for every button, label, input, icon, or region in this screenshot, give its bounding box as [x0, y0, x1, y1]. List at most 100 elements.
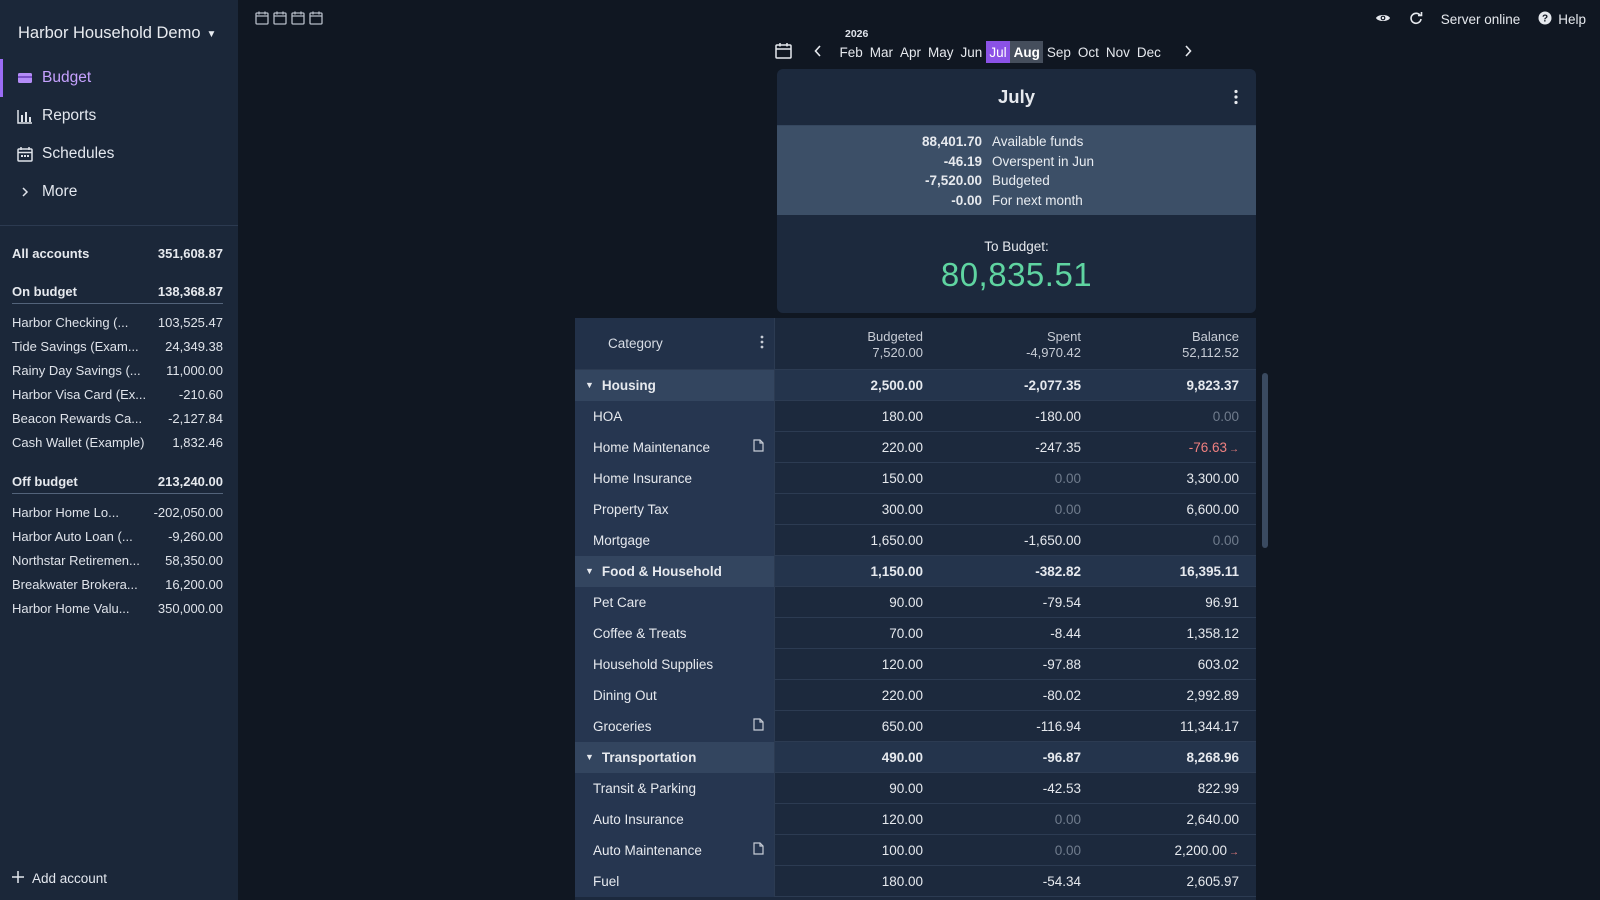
account-row[interactable]: Rainy Day Savings (... 11,000.00 — [12, 358, 223, 382]
account-row[interactable]: Cash Wallet (Example) 1,832.46 — [12, 430, 223, 454]
category-cell[interactable]: Home Insurance — [575, 462, 775, 494]
budgeted-cell[interactable]: 70.00 — [889, 625, 923, 641]
account-row[interactable]: Harbor Checking (... 103,525.47 — [12, 310, 223, 334]
balance-cell[interactable]: 0.00 — [1091, 533, 1249, 548]
category-cell[interactable]: Coffee & Treats — [575, 617, 775, 649]
balance-cell[interactable]: 0.00 — [1091, 409, 1249, 424]
calendar-icon[interactable] — [273, 11, 287, 25]
balance-cell[interactable]: 11,344.17 — [1091, 719, 1249, 734]
budgeted-cell[interactable]: 120.00 — [881, 811, 923, 827]
account-row[interactable]: Harbor Visa Card (Ex... -210.60 — [12, 382, 223, 406]
budgeted-cell[interactable]: 100.00 — [881, 842, 923, 858]
balance-cell[interactable]: 16,395.11 — [1091, 564, 1249, 579]
caret-down-icon[interactable]: ▼ — [585, 752, 594, 762]
balance-cell[interactable]: 2,992.89 — [1091, 688, 1249, 703]
all-accounts-row[interactable]: All accounts 351,608.87 — [12, 241, 223, 265]
budgeted-cell[interactable]: 90.00 — [889, 594, 923, 610]
caret-down-icon[interactable]: ▼ — [585, 380, 594, 390]
spent-cell[interactable]: 0.00 — [1054, 811, 1081, 827]
off-budget-row[interactable]: Off budget 213,240.00 — [12, 470, 223, 494]
category-cell[interactable]: Groceries — [575, 710, 775, 742]
balance-cell[interactable]: 1,358.12 — [1091, 626, 1249, 641]
sidebar-item-more[interactable]: More — [0, 173, 238, 211]
budgeted-cell[interactable]: 490.00 — [881, 749, 923, 765]
balance-cell[interactable]: 603.02 — [1091, 657, 1249, 672]
category-cell[interactable]: Home Maintenance — [575, 431, 775, 463]
month-dec[interactable]: Dec — [1136, 44, 1161, 60]
month-jul[interactable]: Jul — [985, 41, 1011, 63]
calendar-icon[interactable] — [291, 11, 305, 25]
category-cell[interactable]: Property Tax — [575, 493, 775, 525]
calendar-icon[interactable] — [255, 11, 269, 25]
spent-cell[interactable]: -8.44 — [1050, 625, 1081, 641]
balance-cell[interactable]: 2,200.00 → — [1091, 843, 1249, 858]
note-icon[interactable] — [753, 842, 764, 858]
account-row[interactable]: Harbor Auto Loan (... -9,260.00 — [12, 524, 223, 548]
month-nov[interactable]: Nov — [1105, 44, 1130, 60]
note-icon[interactable] — [753, 718, 764, 734]
spent-cell[interactable]: -116.94 — [1036, 718, 1081, 734]
spent-cell[interactable]: -80.02 — [1042, 687, 1081, 703]
budgeted-cell[interactable]: 220.00 — [881, 687, 923, 703]
balance-cell[interactable]: 9,823.37 — [1091, 378, 1249, 393]
category-cell[interactable]: Auto Insurance — [575, 803, 775, 835]
spent-cell[interactable]: 0.00 — [1054, 501, 1081, 517]
previous-month-button[interactable] — [808, 41, 828, 63]
category-cell[interactable]: Auto Maintenance — [575, 834, 775, 866]
spent-cell[interactable]: -247.35 — [1035, 439, 1081, 455]
month-sep[interactable]: Sep — [1046, 44, 1071, 60]
server-status[interactable]: Server online — [1441, 12, 1521, 27]
sidebar-item-reports[interactable]: Reports — [0, 97, 238, 135]
budgeted-cell[interactable]: 90.00 — [889, 780, 923, 796]
month-oct[interactable]: Oct — [1077, 44, 1099, 60]
spent-cell[interactable]: -42.53 — [1042, 780, 1081, 796]
on-budget-row[interactable]: On budget 138,368.87 — [12, 280, 223, 304]
month-jun[interactable]: Jun — [960, 44, 983, 60]
help-button[interactable]: ? Help — [1538, 11, 1586, 28]
calendar-picker-button[interactable] — [770, 41, 796, 63]
add-account-button[interactable]: Add account — [12, 871, 107, 886]
balance-cell[interactable]: -76.63 → — [1091, 440, 1249, 455]
spent-cell[interactable]: -79.54 — [1042, 594, 1081, 610]
category-cell[interactable]: HOA — [575, 400, 775, 432]
spent-cell[interactable]: -382.82 — [1035, 563, 1081, 579]
category-cell[interactable]: Mortgage — [575, 524, 775, 556]
month-mar[interactable]: Mar — [869, 44, 894, 60]
sidebar-item-budget[interactable]: Budget — [0, 59, 238, 97]
account-row[interactable]: Beacon Rewards Ca... -2,127.84 — [12, 406, 223, 430]
spent-cell[interactable]: -97.88 — [1042, 656, 1081, 672]
balance-cell[interactable]: 96.91 — [1091, 595, 1249, 610]
budgeted-cell[interactable]: 120.00 — [881, 656, 923, 672]
balance-cell[interactable]: 8,268.96 — [1091, 750, 1249, 765]
account-row[interactable]: Harbor Home Valu... 350,000.00 — [12, 596, 223, 620]
category-cell[interactable]: Pet Care — [575, 586, 775, 618]
balance-cell[interactable]: 3,300.00 — [1091, 471, 1249, 486]
balance-cell[interactable]: 822.99 — [1091, 781, 1249, 796]
month-may[interactable]: May — [928, 44, 954, 60]
sync-button[interactable] — [1409, 11, 1423, 28]
spent-cell[interactable]: -2,077.35 — [1023, 377, 1081, 393]
category-cell[interactable]: ▼ Housing — [575, 369, 775, 401]
spent-cell[interactable]: -180.00 — [1035, 408, 1081, 424]
balance-cell[interactable]: 6,600.00 — [1091, 502, 1249, 517]
calendar-icon[interactable] — [309, 11, 323, 25]
month-feb[interactable]: Feb — [839, 44, 863, 60]
budgeted-cell[interactable]: 180.00 — [881, 408, 923, 424]
privacy-toggle-button[interactable] — [1375, 12, 1391, 27]
category-cell[interactable]: ▼ Food & Household — [575, 555, 775, 587]
budgeted-cell[interactable]: 1,150.00 — [870, 563, 923, 579]
month-aug[interactable]: Aug — [1010, 41, 1044, 63]
kebab-menu-icon[interactable] — [760, 335, 764, 352]
budgeted-cell[interactable]: 1,650.00 — [870, 532, 923, 548]
sidebar-item-schedules[interactable]: Schedules — [0, 135, 238, 173]
to-budget-section[interactable]: To Budget: 80,835.51 — [777, 215, 1256, 294]
account-row[interactable]: Breakwater Brokera... 16,200.00 — [12, 572, 223, 596]
account-row[interactable]: Northstar Retiremen... 58,350.00 — [12, 548, 223, 572]
category-cell[interactable]: Dining Out — [575, 679, 775, 711]
budgeted-cell[interactable]: 2,500.00 — [870, 377, 923, 393]
kebab-menu-icon[interactable] — [1234, 88, 1238, 110]
category-cell[interactable]: Household Supplies — [575, 648, 775, 680]
account-row[interactable]: Tide Savings (Exam... 24,349.38 — [12, 334, 223, 358]
category-cell[interactable]: Transit & Parking — [575, 772, 775, 804]
account-row[interactable]: Harbor Home Lo... -202,050.00 — [12, 500, 223, 524]
